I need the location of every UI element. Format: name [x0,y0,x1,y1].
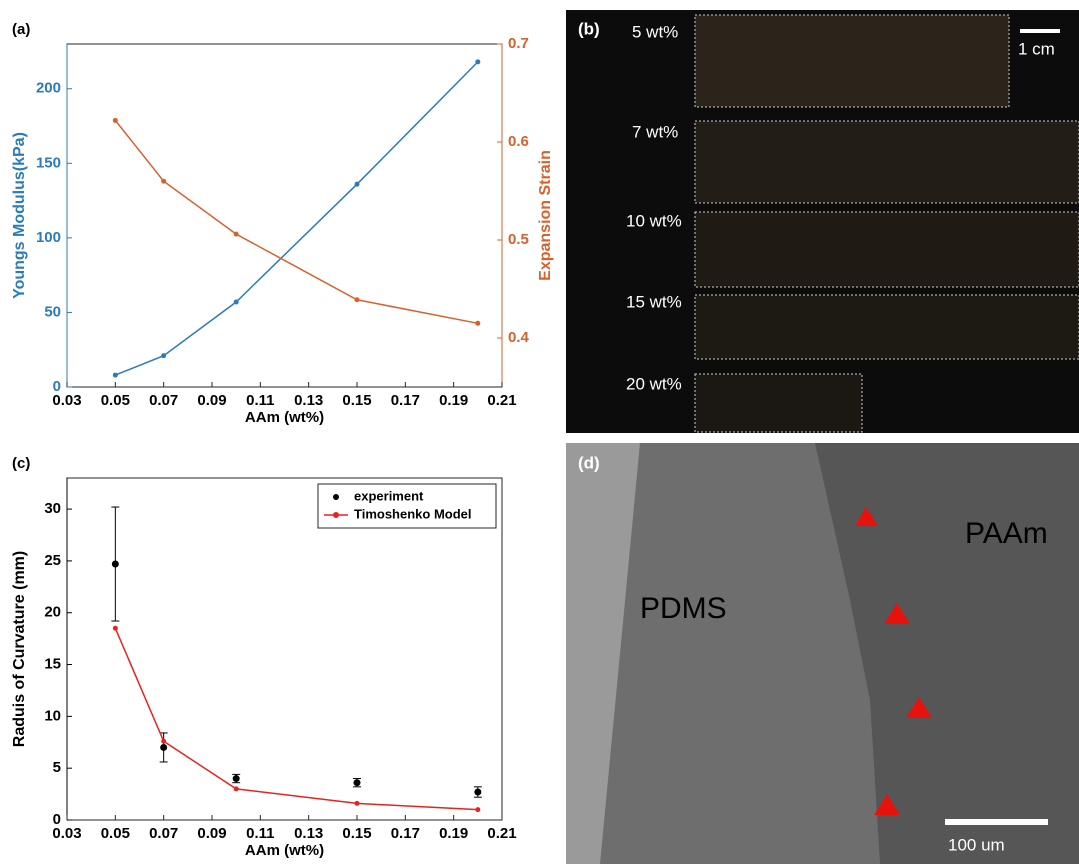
data-point [234,786,239,791]
sample-box [695,121,1079,203]
chart: (b) 5 wt% 7 wt% 10 wt% 15 wt% 20 wt% 1 c… [0,0,1079,864]
y2-tick-label: 0.4 [508,329,530,346]
y-tick-label: 20 [44,604,61,621]
series-line [115,628,478,809]
panel-label: (b) [578,19,600,38]
data-point [474,789,481,796]
y2-tick-label: 0.7 [508,35,529,52]
y-tick-label: 25 [44,552,61,569]
data-point [234,232,239,237]
plot-area [67,44,502,387]
photo-b: (b) 5 wt% 7 wt% 10 wt% 15 wt% 20 wt% 1 c… [566,10,1079,433]
row-label: 15 wt% [626,292,682,311]
x-tick-label: 0.13 [294,825,323,842]
y-tick-label: 150 [36,154,61,171]
data-point [475,807,480,812]
x-axis-label: AAm (wt%) [245,409,324,426]
sample-box [695,295,1079,359]
y2-axis-label: Expansion Strain [537,150,554,281]
x-tick-label: 0.21 [487,825,516,842]
x-axis-label: AAm (wt%) [245,842,324,859]
x-tick-label: 0.07 [149,392,178,409]
x-tick-label: 0.11 [246,825,274,842]
panel-label: (d) [578,453,600,472]
x-tick-label: 0.07 [149,825,178,842]
y-tick-label: 5 [53,759,61,776]
y-tick-label: 15 [44,656,61,673]
data-point [234,299,239,304]
x-tick-label: 0.09 [197,392,226,409]
x-tick-label: 0.19 [439,825,468,842]
y2-tick-label: 0.5 [508,231,529,248]
x-tick-label: 0.21 [487,392,516,409]
legend-marker [333,512,339,518]
y-tick-label: 30 [44,500,61,517]
row-label: 20 wt% [626,374,682,393]
data-point [113,373,118,378]
legend-label: experiment [354,488,424,503]
y-tick-label: 50 [44,303,61,320]
series-line [115,62,478,375]
sample-box [695,374,862,432]
data-point [161,739,166,744]
panel-label: (c) [12,455,30,472]
plot-area [67,478,502,820]
series-line [115,120,478,323]
data-point [355,182,360,187]
y-tick-label: 100 [36,229,61,246]
x-tick-label: 0.15 [342,825,371,842]
x-tick-label: 0.09 [197,825,226,842]
data-point [475,321,480,326]
x-tick-label: 0.19 [439,392,468,409]
region-label: PAAm [965,517,1048,550]
sample-box [695,212,1079,287]
legend-marker [333,494,339,500]
data-point [354,779,361,786]
data-point [161,179,166,184]
data-point [355,297,360,302]
y-tick-label: 200 [36,80,61,97]
x-tick-label: 0.11 [246,392,274,409]
data-point [233,775,240,782]
sample-box [695,15,1009,107]
y-tick-label: 10 [44,707,61,724]
figure: (b) 5 wt% 7 wt% 10 wt% 15 wt% 20 wt% 1 c… [0,0,1079,864]
scale-label: 1 cm [1018,39,1055,58]
x-tick-label: 0.05 [101,392,130,409]
panel-label: (a) [12,21,30,38]
y-axis-label: Raduis of Curvature (mm) [11,551,28,747]
data-point [113,626,118,631]
y-tick-label: 0 [53,811,61,828]
region-label: PDMS [640,592,727,625]
x-tick-label: 0.05 [101,825,130,842]
row-label: 10 wt% [626,211,682,230]
y-axis-label: Youngs Modulus(kPa) [11,132,28,299]
scale-label: 100 um [948,835,1005,854]
x-tick-label: 0.13 [294,392,323,409]
x-tick-label: 0.17 [391,392,420,409]
data-point [112,561,119,568]
photo-d: (d) PDMS PAAm 100 um [566,443,1079,864]
data-point [161,353,166,358]
x-tick-label: 0.15 [342,392,371,409]
data-point [113,118,118,123]
x-tick-label: 0.17 [391,825,420,842]
data-point [475,59,480,64]
row-label: 5 wt% [632,22,678,41]
y-tick-label: 0 [53,378,61,395]
data-point [355,801,360,806]
y2-tick-label: 0.6 [508,133,529,150]
row-label: 7 wt% [632,122,678,141]
data-point [160,744,167,751]
legend-label: Timoshenko Model [354,506,472,521]
